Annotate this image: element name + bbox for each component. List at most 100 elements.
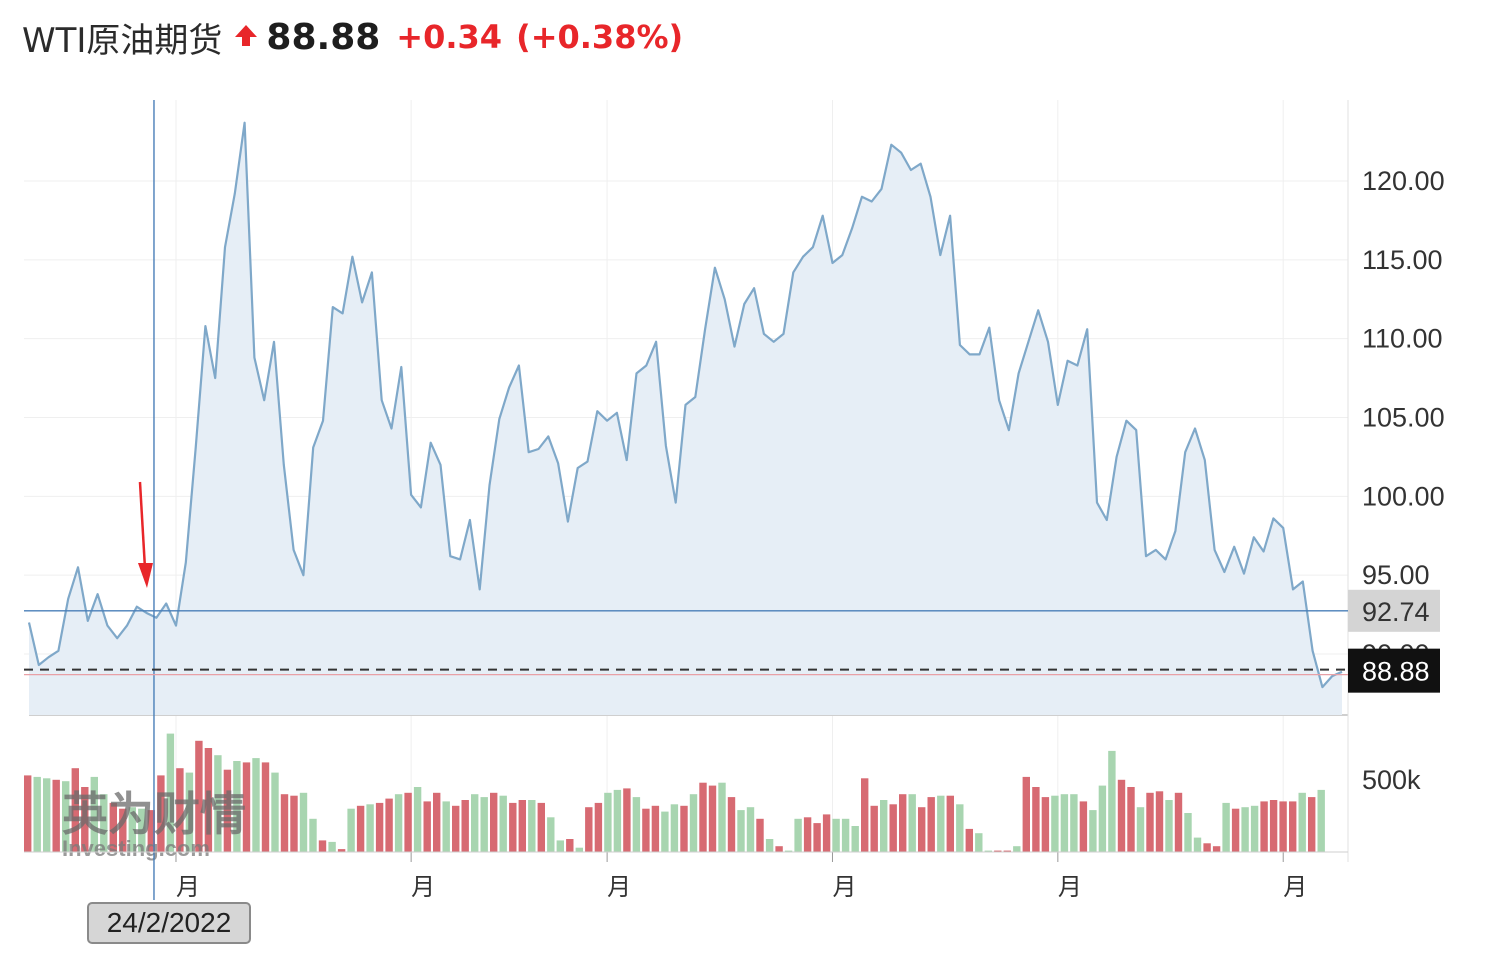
volume-bar bbox=[433, 792, 441, 852]
volume-bar bbox=[1317, 789, 1325, 852]
volume-bar bbox=[794, 818, 802, 852]
volume-bar bbox=[1032, 787, 1040, 852]
volume-bar bbox=[1022, 776, 1030, 852]
volume-tick-label: 500k bbox=[1362, 765, 1421, 795]
volume-bar bbox=[1279, 801, 1287, 852]
price-change-percent: (+0.38%) bbox=[516, 18, 684, 56]
volume-bar bbox=[1013, 846, 1021, 852]
volume-bar bbox=[765, 839, 774, 852]
volume-bar bbox=[1117, 779, 1126, 852]
volume-bar bbox=[946, 795, 954, 852]
volume-bar bbox=[956, 804, 964, 852]
volume-bar bbox=[623, 788, 631, 852]
volume-bar bbox=[1079, 801, 1088, 852]
volume-bar bbox=[176, 768, 184, 852]
volume-bar bbox=[242, 762, 251, 852]
volume-bar bbox=[585, 807, 593, 852]
x-tick-label: 月 bbox=[607, 873, 631, 901]
price-area-fill bbox=[29, 122, 1342, 715]
watermark-en: Investing.com bbox=[62, 836, 210, 861]
volume-bar bbox=[24, 775, 32, 852]
volume-bar bbox=[62, 781, 70, 852]
volume-bar bbox=[689, 794, 698, 852]
volume-bar bbox=[1260, 801, 1268, 852]
volume-bar bbox=[90, 776, 98, 852]
volume-bar bbox=[556, 840, 564, 852]
last-price-box bbox=[1348, 648, 1440, 693]
volume-bar bbox=[1193, 837, 1202, 852]
volume-bar bbox=[157, 775, 165, 852]
volume-bar bbox=[423, 801, 431, 852]
volume-bar bbox=[861, 778, 869, 852]
x-tick-label: 月 bbox=[1283, 873, 1307, 901]
volume-bar bbox=[223, 769, 232, 852]
price-area bbox=[27, 121, 1343, 715]
last-price-label: 88.88 bbox=[1362, 657, 1430, 687]
crosshair-price-box bbox=[1348, 589, 1440, 632]
volume-bar bbox=[547, 817, 555, 852]
volume-bar bbox=[81, 787, 89, 852]
volume-bar bbox=[147, 810, 155, 852]
volume-bar bbox=[813, 823, 821, 852]
volume-bar bbox=[1146, 792, 1154, 852]
volume-bar bbox=[984, 850, 992, 852]
volume-bar bbox=[566, 839, 574, 852]
volume-bar bbox=[233, 761, 241, 852]
y-tick-label: 95.00 bbox=[1362, 560, 1430, 590]
volume-bar bbox=[385, 798, 393, 852]
volume-bar bbox=[661, 811, 669, 852]
volume-bar bbox=[965, 828, 973, 852]
volume-bar bbox=[499, 795, 507, 852]
volume-bar bbox=[784, 850, 793, 852]
volume-bar bbox=[119, 808, 127, 852]
volume-bar bbox=[575, 847, 583, 852]
x-tick-label: 月 bbox=[832, 873, 856, 901]
volume-bar bbox=[841, 818, 850, 852]
volume-bar bbox=[309, 818, 317, 852]
volume-bar bbox=[337, 849, 346, 852]
x-tick-label: 月 bbox=[176, 873, 200, 901]
volume-bar bbox=[1212, 846, 1221, 852]
volume-bar bbox=[1098, 785, 1107, 852]
volume-bar bbox=[518, 800, 526, 852]
volume-bar bbox=[1089, 810, 1097, 852]
volume-bar bbox=[413, 787, 422, 852]
volume-bar bbox=[1070, 794, 1078, 852]
volume-bar bbox=[318, 840, 327, 852]
volume-bar bbox=[699, 782, 707, 852]
price-change: +0.34 bbox=[396, 18, 503, 56]
volume-bar bbox=[604, 792, 612, 852]
crosshair-date-label: 24/2/2022 bbox=[87, 902, 251, 944]
crosshair-price-label: 92.74 bbox=[1362, 597, 1430, 627]
volume-bar bbox=[1174, 792, 1183, 852]
volume-bar bbox=[442, 801, 450, 852]
volume-bar bbox=[908, 794, 916, 852]
volume-bar bbox=[737, 810, 745, 852]
volume-bar bbox=[252, 758, 260, 852]
volume-bar bbox=[870, 805, 878, 852]
volume-bar bbox=[1108, 750, 1116, 852]
volume-bar bbox=[613, 789, 622, 852]
volume-bar bbox=[528, 800, 536, 852]
volume-bar bbox=[756, 818, 764, 852]
volume-bar bbox=[1222, 802, 1230, 852]
annotation-arrow-shaft bbox=[138, 481, 147, 569]
volume-bar bbox=[832, 818, 840, 852]
volume-bar bbox=[71, 768, 79, 852]
x-tick-label: 月 bbox=[411, 873, 435, 901]
volume-bar bbox=[1051, 795, 1059, 852]
y-tick-label: 115.00 bbox=[1362, 245, 1443, 275]
axes: 120.00115.00110.00105.00100.0095.0090.00… bbox=[24, 166, 1445, 901]
volume-bar bbox=[651, 805, 660, 852]
volume-bar bbox=[822, 814, 831, 852]
last-price: 88.88 bbox=[266, 16, 381, 58]
volume-bar bbox=[670, 804, 679, 852]
volume-bar bbox=[1003, 850, 1011, 852]
volume-bar bbox=[185, 772, 194, 852]
volume-bar bbox=[642, 808, 650, 852]
volume-bar bbox=[52, 779, 60, 852]
volume-bar bbox=[1241, 807, 1249, 852]
volume-bar bbox=[1269, 800, 1278, 852]
instrument-title: WTI原油期货 bbox=[22, 20, 223, 61]
